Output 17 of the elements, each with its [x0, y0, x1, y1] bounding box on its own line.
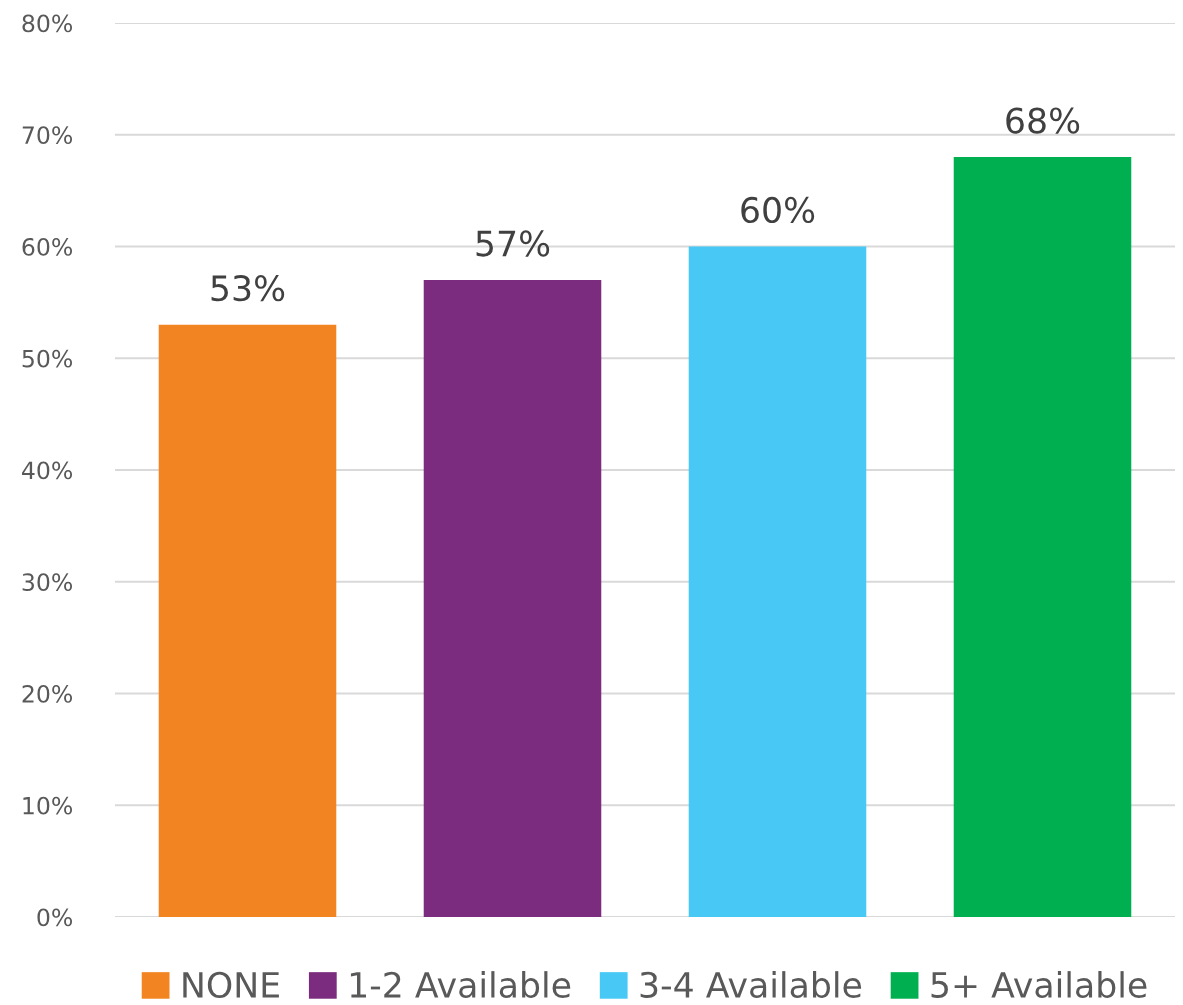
y-tick-label: 50%: [22, 349, 73, 368]
legend-label: 3-4 Available: [640, 971, 862, 998]
data-label: 60%: [741, 196, 815, 224]
y-tick-label: 70%: [22, 126, 73, 145]
y-tick-label: 20%: [22, 684, 73, 703]
y-tick-label: 10%: [23, 796, 73, 815]
y-tick-label: 30%: [22, 573, 73, 592]
y-tick-label: 60%: [22, 237, 73, 256]
data-label: 57%: [476, 230, 550, 257]
legend-label: 1-2 Available: [350, 971, 571, 998]
y-tick-label: 80%: [22, 14, 73, 33]
legend-label: NONE: [183, 971, 279, 998]
y-tick-label: 0%: [37, 908, 73, 927]
data-label: 68%: [1006, 107, 1080, 134]
y-tick-label: 40%: [22, 461, 73, 480]
legend-label: 5+ Available: [931, 971, 1147, 998]
data-label: 53%: [211, 275, 285, 302]
